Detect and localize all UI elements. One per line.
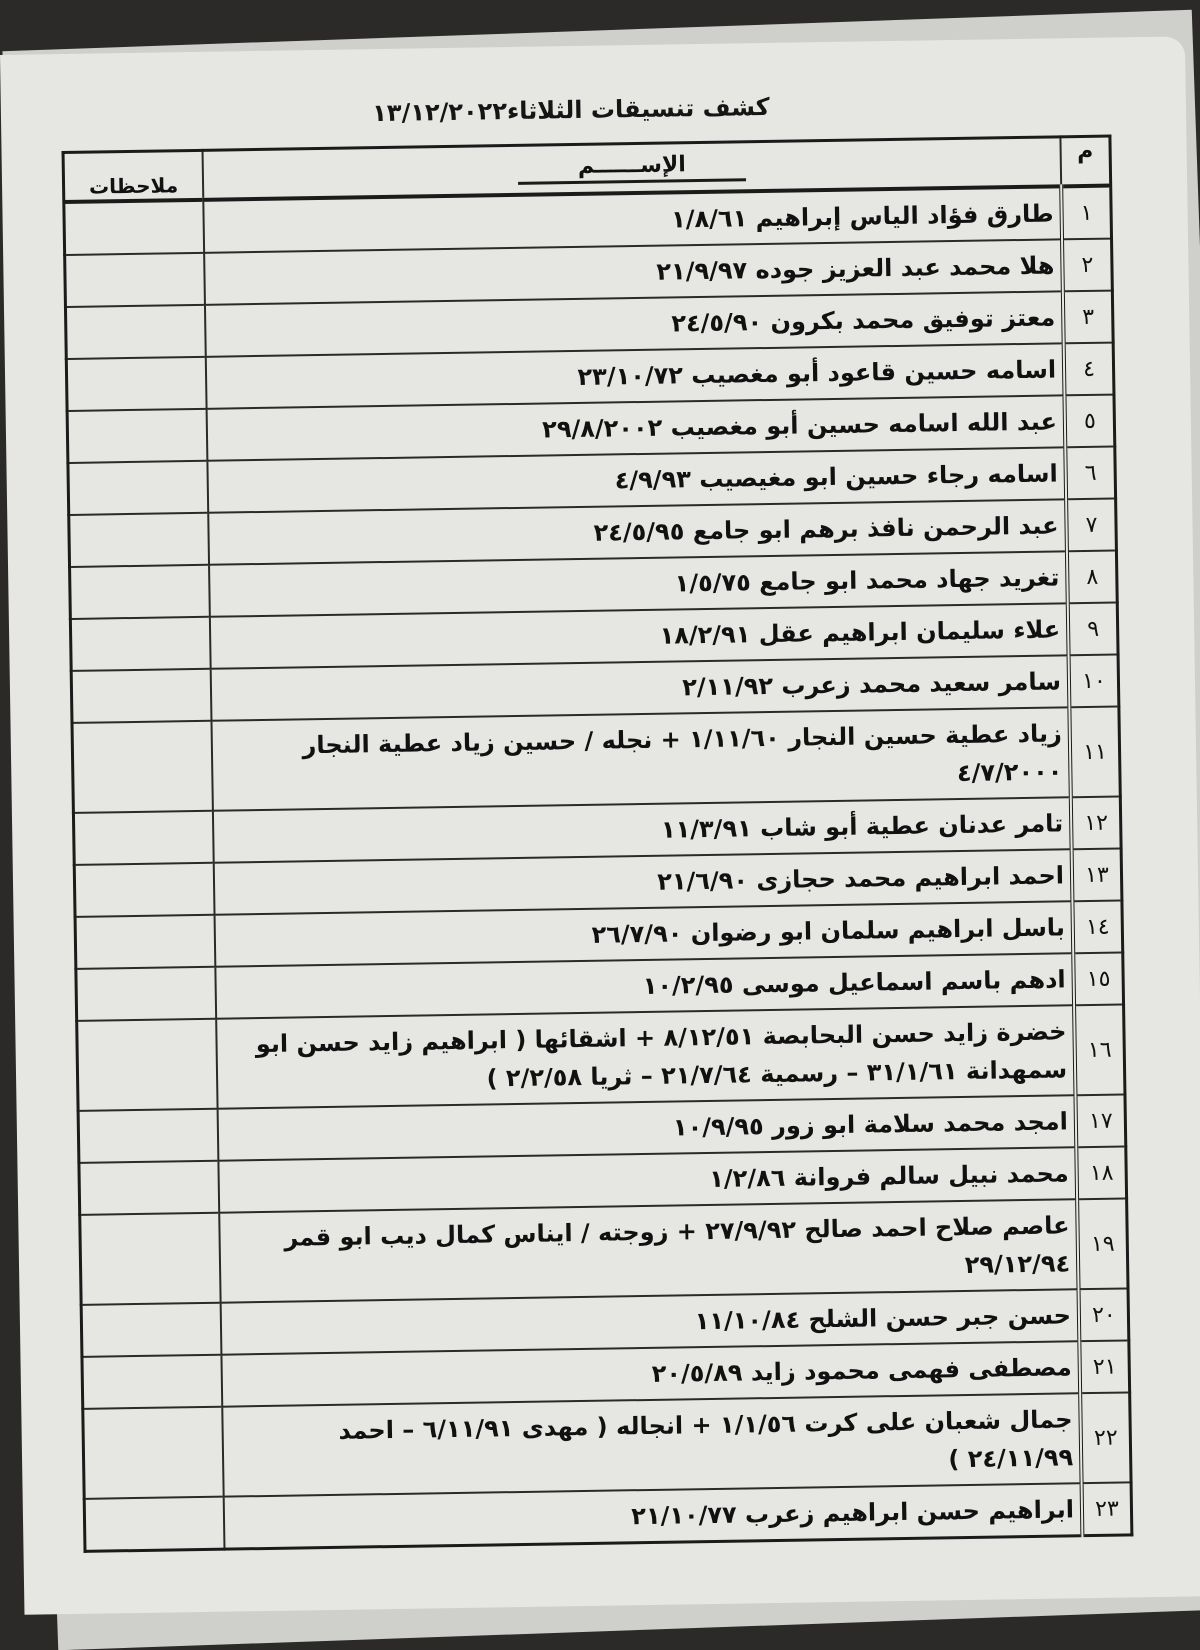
document-title: كشف تنسيقات الثلاثاء١٣/١٢/٢٠٢٢ [372,92,770,128]
row-notes [79,1212,221,1305]
row-number: ٥ [1064,394,1115,448]
row-number: ١٧ [1075,1094,1126,1148]
row-notes [71,668,212,723]
row-notes [67,460,209,515]
row-number: ١٩ [1077,1198,1129,1290]
row-notes [78,1160,220,1215]
table-row: ١٩ عاصم صلاح احمد صالح ٢٧/٩/٩٢ + زوجته / … [79,1198,1129,1305]
row-number: ٢ [1062,238,1113,292]
row-notes [68,512,210,567]
row-name: جمال شعبان على كرت ١/١/٥٦ + انجاله ( مهد… [222,1393,1082,1497]
row-number: ٩ [1067,602,1119,656]
row-name: خضرة زايد حسن البحابصة ٨/١٢/٥١ + اشقائها… [216,1005,1076,1109]
row-notes [76,1018,218,1111]
table-row: ٢٢ جمال شعبان على كرت ١/١/٥٦ + انجاله ( م… [82,1392,1132,1499]
row-notes [74,862,215,917]
row-notes [67,408,208,463]
row-notes [82,1406,224,1499]
row-notes [73,810,214,865]
row-number: ٢٠ [1078,1288,1129,1342]
document-page: كشف تنسيقات الثلاثاء١٣/١٢/٢٠٢٢ م الإســـ… [0,36,1200,1615]
row-number: ١٠ [1068,654,1119,708]
row-number: ١٣ [1071,848,1122,902]
row-number: ١٢ [1070,796,1122,850]
row-number: ١٤ [1072,900,1123,954]
row-number: ٢٣ [1081,1482,1132,1536]
row-number: ٤ [1063,342,1114,396]
row-notes [69,564,210,619]
row-notes [81,1354,223,1409]
row-number: ١٦ [1074,1004,1125,1096]
row-name: عاصم صلاح احمد صالح ٢٧/٩/٩٢ + زوجته / اي… [219,1199,1079,1303]
header-name-label: الإســــــم [517,151,747,185]
row-number: ١ [1061,185,1112,240]
table-row: ١١ زياد عطية حسين النجار ١/١١/٦٠ + نجله /… [72,706,1121,813]
row-number: ١١ [1069,706,1121,798]
row-number: ٧ [1066,498,1117,552]
table-row: ١٦ خضرة زايد حسن البحابصة ٨/١٢/٥١ + اشقائ… [76,1004,1125,1111]
row-notes [66,356,207,411]
row-number: ١٥ [1073,952,1124,1006]
row-notes [75,966,217,1021]
row-notes [75,914,216,969]
row-notes [64,252,205,308]
row-notes [63,199,205,256]
row-number: ٨ [1066,550,1118,604]
row-notes [84,1496,225,1552]
row-notes [81,1302,222,1357]
row-notes [78,1108,219,1163]
row-notes [70,616,211,671]
names-table: م الإســــــم ملاحظات ١ طارق فؤاد الياس إ… [61,134,1134,1553]
row-name: زياد عطية حسين النجار ١/١١/٦٠ + نجله / ح… [211,707,1071,811]
row-notes [65,304,206,359]
header-notes: ملاحظات [63,150,204,203]
row-number: ٣ [1062,290,1114,344]
row-number: ٦ [1065,446,1116,500]
row-notes [72,720,213,813]
header-number: م [1060,136,1111,187]
row-number: ١٨ [1076,1146,1127,1200]
row-number: ٢١ [1079,1340,1130,1394]
row-number: ٢٢ [1080,1392,1132,1484]
